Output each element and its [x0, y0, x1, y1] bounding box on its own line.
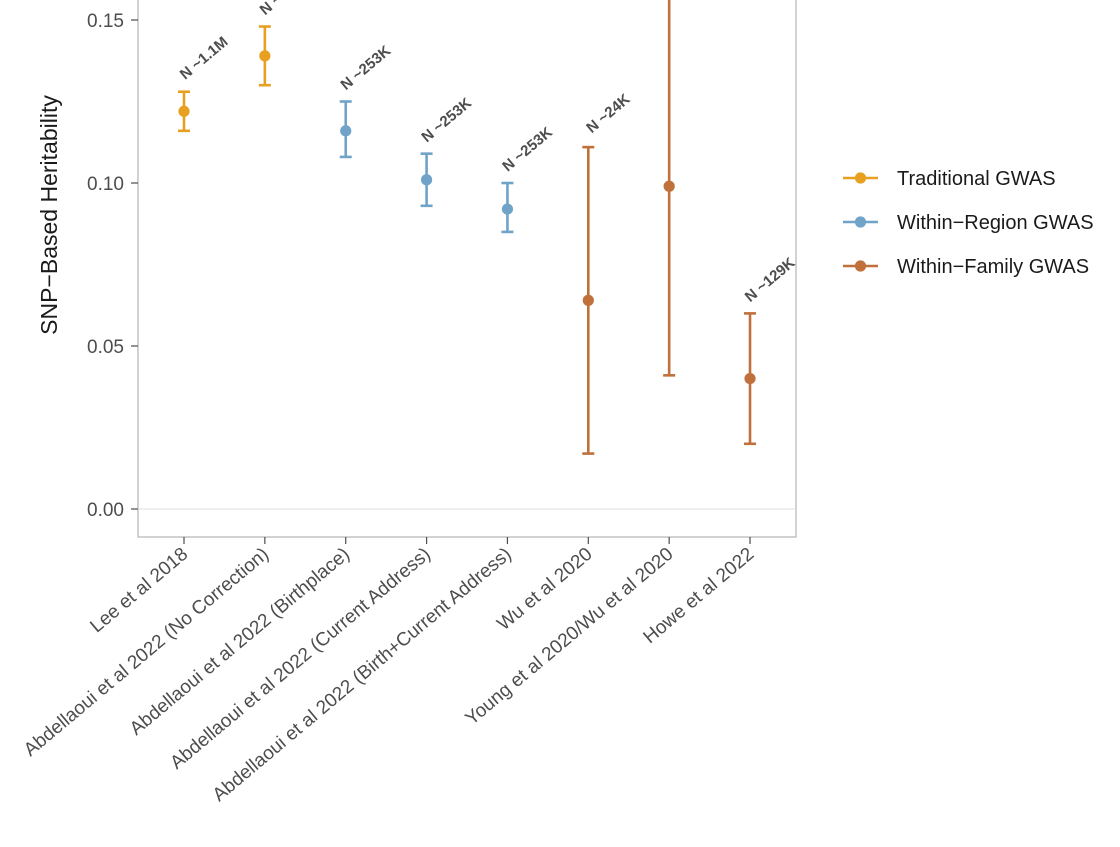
- y-tick-label: 0.00: [87, 500, 124, 521]
- data-point: [501, 203, 514, 215]
- y-tick-label: 0.15: [87, 11, 124, 32]
- legend-label: Traditional GWAS: [897, 168, 1056, 190]
- errorbar-point-7: [663, 0, 676, 377]
- sample-size-label: N ~1.1M: [177, 33, 232, 83]
- data-marks: [178, 0, 757, 455]
- data-point: [663, 180, 675, 192]
- errorbar-point-2: [258, 25, 271, 87]
- errorbar-point-6: [582, 145, 595, 455]
- sample-size-labels: N ~1.1M N ~253K N ~253K N ~253K N ~253K N ~24…: [177, 0, 799, 306]
- data-point: [582, 294, 594, 306]
- plot-panel: [137, 0, 797, 538]
- legend-swatch-point: [854, 216, 867, 228]
- y-tick-label: 0.10: [87, 174, 124, 195]
- data-point: [340, 125, 352, 137]
- y-axis-title: SNP−Based Heritability: [36, 95, 62, 335]
- errorbar-point-1: [178, 90, 190, 133]
- errorbar-point-8: [744, 312, 757, 446]
- sample-size-label: N ~253K: [257, 0, 314, 19]
- legend-swatch-point: [854, 172, 867, 184]
- sample-size-label: N ~24K: [583, 91, 633, 137]
- data-point: [420, 174, 433, 186]
- legend-label: Within−Family GWAS: [897, 256, 1089, 278]
- legend-swatch-point: [854, 260, 867, 272]
- sample-size-label: N ~253K: [338, 42, 395, 93]
- data-point: [178, 105, 190, 117]
- y-tick-label: 0.05: [87, 337, 124, 358]
- data-point: [744, 373, 756, 385]
- errorbar-point-3: [339, 100, 352, 159]
- legend-label: Within−Region GWAS: [897, 212, 1094, 234]
- x-tick-label: Abdellaoui et al 2022 (Birth+Current Add…: [209, 544, 516, 806]
- sample-size-label: N ~253K: [418, 94, 475, 145]
- legend-item-3: Within−Family GWAS: [843, 256, 1089, 278]
- legend-item-2: Within−Region GWAS: [843, 212, 1094, 234]
- legend-item-1: Traditional GWAS: [843, 168, 1056, 190]
- y-axis: 0.00 0.05 0.10 0.15: [87, 11, 138, 521]
- errorbar-point-5: [501, 181, 514, 234]
- sample-size-label: N ~129K: [742, 254, 799, 305]
- data-point: [259, 50, 271, 62]
- sample-size-label: N ~253K: [499, 124, 556, 175]
- plot-panel-border: [137, 0, 797, 538]
- legend: Traditional GWAS Within−Region GWAS Within…: [843, 168, 1094, 278]
- errorbar-point-4: [420, 152, 433, 208]
